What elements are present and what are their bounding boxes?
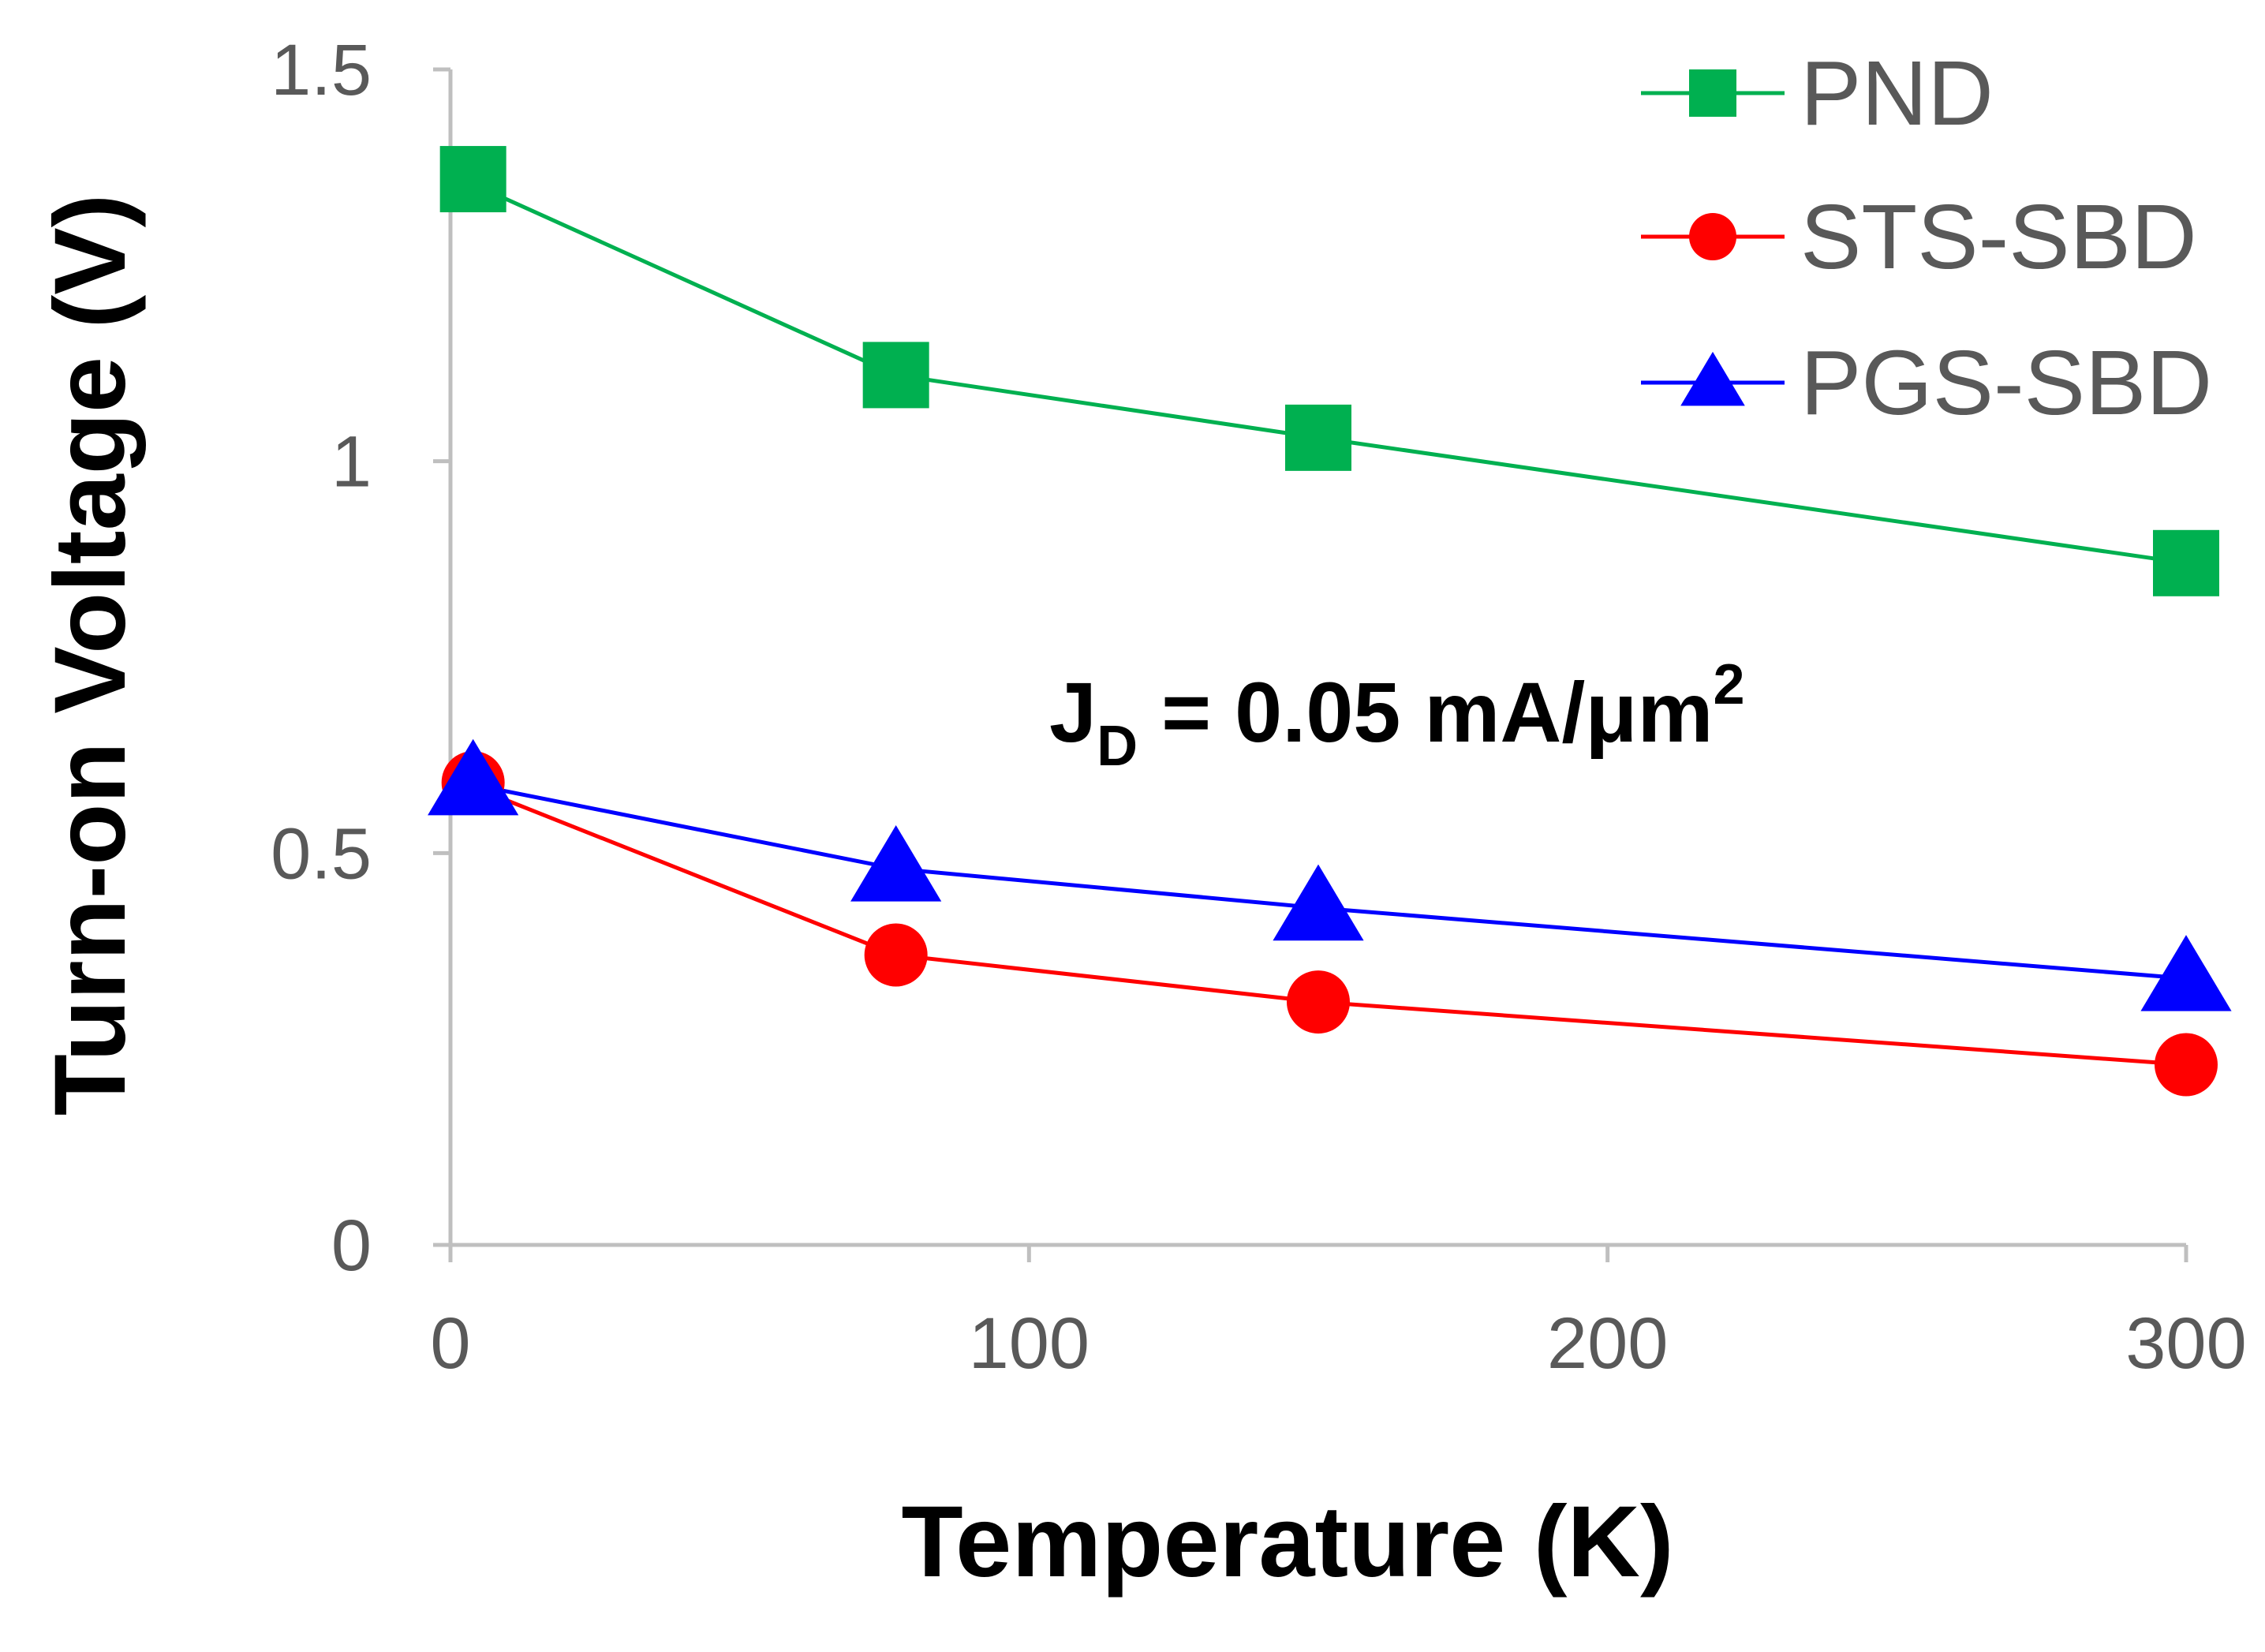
axes xyxy=(448,69,2186,1247)
legend-marker-pgs-sbd xyxy=(1680,351,1745,406)
legend-marker-sts-sbd xyxy=(1689,213,1736,260)
annotation-superscript: 2 xyxy=(1714,653,1745,716)
current-density-annotation: JD = 0.05 mA/μm2 xyxy=(1049,653,1745,778)
sts-sbd-line xyxy=(461,780,2187,1067)
x-tick-label: 200 xyxy=(1547,1303,1669,1384)
pgs-sbd-point xyxy=(1273,864,1364,941)
pnd-point xyxy=(862,342,929,409)
annotation-text: = 0.05 mA/μm xyxy=(1138,664,1713,760)
pnd-point xyxy=(1285,404,1351,471)
pgs-sbd-line xyxy=(462,780,2187,981)
pgs-sbd-point xyxy=(428,738,519,816)
ticks xyxy=(433,67,2188,1262)
legend-label-pnd: PND xyxy=(1800,42,1994,144)
pnd-point xyxy=(2153,529,2219,596)
y-axis-title: Turn-on Voltage (V) xyxy=(34,194,147,1116)
legend: PND STS-SBD PGS-SBD xyxy=(1641,42,2212,434)
x-tick-label: 0 xyxy=(430,1303,470,1384)
y-tick-label: 0.5 xyxy=(271,813,372,894)
y-tick-label: 1.5 xyxy=(271,30,372,110)
sts-sbd-point xyxy=(1287,970,1350,1034)
x-tick-label: 100 xyxy=(969,1303,1090,1384)
legend-label-sts-sbd: STS-SBD xyxy=(1800,185,2197,288)
legend-label-pgs-sbd: PGS-SBD xyxy=(1800,331,2212,434)
y-tick-label: 1 xyxy=(331,422,372,503)
sts-sbd-point xyxy=(2155,1033,2218,1097)
series-markers xyxy=(428,146,2232,1097)
tick-labels: 0 0.5 1 1.5 0 100 200 300 xyxy=(271,30,2247,1384)
legend-marker-pnd xyxy=(1689,69,1736,117)
pnd-point xyxy=(439,146,506,213)
x-tick-label: 300 xyxy=(2125,1303,2247,1384)
sts-sbd-point xyxy=(864,923,928,987)
series-lines xyxy=(461,177,2187,1067)
x-axis-title: Temperature (K) xyxy=(901,1486,1673,1598)
y-tick-label: 0 xyxy=(331,1205,372,1286)
annotation-main: J xyxy=(1049,664,1097,760)
pgs-sbd-point xyxy=(2140,935,2232,1011)
pnd-line xyxy=(461,177,2187,566)
annotation-subscript: D xyxy=(1097,715,1138,778)
pgs-sbd-point xyxy=(850,825,942,902)
